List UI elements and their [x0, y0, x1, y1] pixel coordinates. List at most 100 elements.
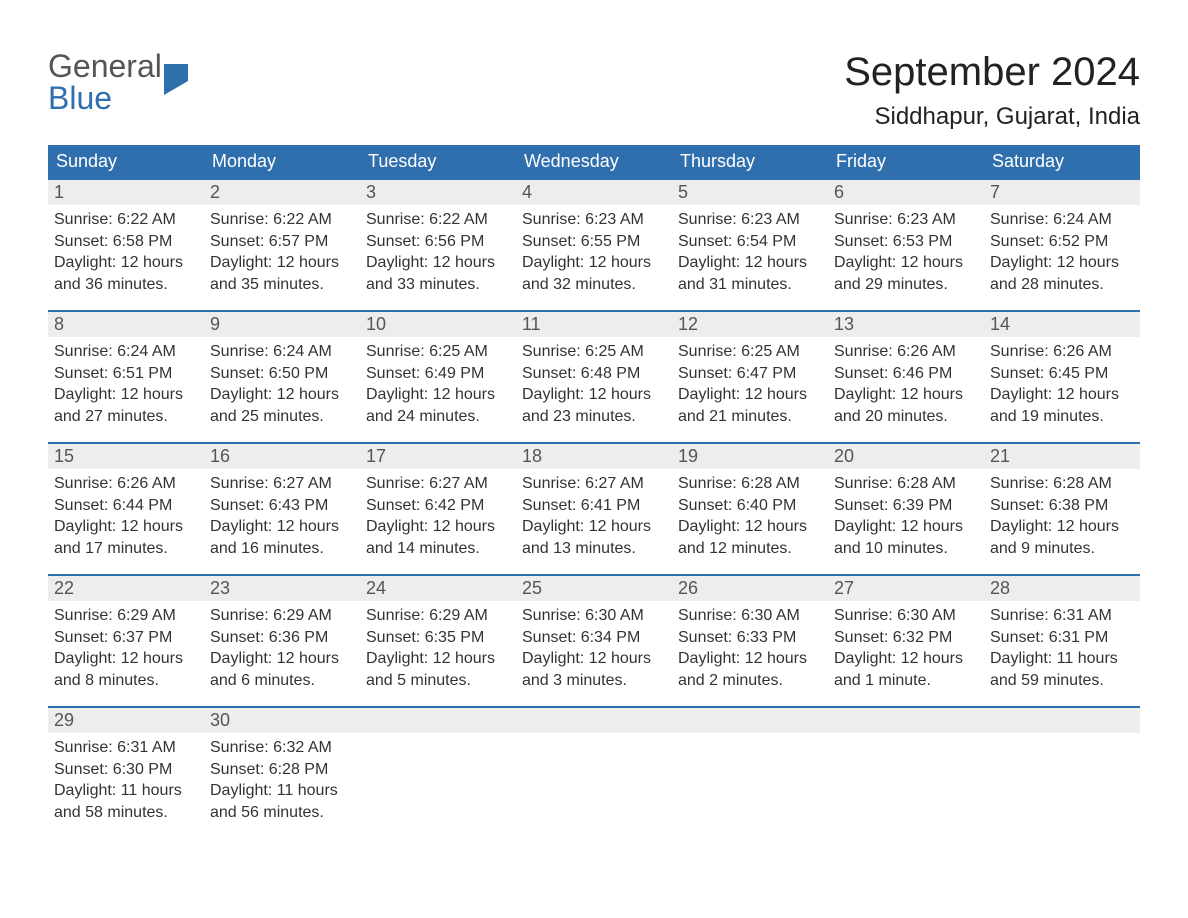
calendar-cell: 25Sunrise: 6:30 AMSunset: 6:34 PMDayligh…	[516, 574, 672, 706]
sunset-line: Sunset: 6:52 PM	[990, 231, 1134, 253]
sunset-line: Sunset: 6:51 PM	[54, 363, 198, 385]
day-data: Sunrise: 6:27 AMSunset: 6:41 PMDaylight:…	[516, 469, 672, 567]
sunset-line: Sunset: 6:34 PM	[522, 627, 666, 649]
sunrise-line: Sunrise: 6:29 AM	[54, 605, 198, 627]
day-data: Sunrise: 6:27 AMSunset: 6:43 PMDaylight:…	[204, 469, 360, 567]
daylight-line: Daylight: 11 hours and 59 minutes.	[990, 648, 1134, 691]
day-number: 27	[828, 574, 984, 601]
calendar-cell	[516, 706, 672, 838]
daylight-line: Daylight: 12 hours and 6 minutes.	[210, 648, 354, 691]
calendar-cell: 1Sunrise: 6:22 AMSunset: 6:58 PMDaylight…	[48, 178, 204, 310]
title-block: September 2024 Siddhapur, Gujarat, India	[844, 50, 1140, 141]
day-number: 9	[204, 310, 360, 337]
day-number: 23	[204, 574, 360, 601]
calendar-cell: 22Sunrise: 6:29 AMSunset: 6:37 PMDayligh…	[48, 574, 204, 706]
logo-text-general: General	[48, 48, 162, 84]
calendar-row: 29Sunrise: 6:31 AMSunset: 6:30 PMDayligh…	[48, 706, 1140, 838]
sunrise-line: Sunrise: 6:26 AM	[54, 473, 198, 495]
sunrise-line: Sunrise: 6:29 AM	[366, 605, 510, 627]
day-data: Sunrise: 6:25 AMSunset: 6:48 PMDaylight:…	[516, 337, 672, 435]
day-number: 30	[204, 706, 360, 733]
sunrise-line: Sunrise: 6:28 AM	[990, 473, 1134, 495]
calendar-row: 8Sunrise: 6:24 AMSunset: 6:51 PMDaylight…	[48, 310, 1140, 442]
calendar-cell	[984, 706, 1140, 838]
day-number: 25	[516, 574, 672, 601]
calendar-cell: 5Sunrise: 6:23 AMSunset: 6:54 PMDaylight…	[672, 178, 828, 310]
weekday-header: Wednesday	[516, 145, 672, 178]
calendar-cell	[360, 706, 516, 838]
sunrise-line: Sunrise: 6:30 AM	[834, 605, 978, 627]
calendar-cell: 3Sunrise: 6:22 AMSunset: 6:56 PMDaylight…	[360, 178, 516, 310]
sunset-line: Sunset: 6:30 PM	[54, 759, 198, 781]
day-data: Sunrise: 6:29 AMSunset: 6:36 PMDaylight:…	[204, 601, 360, 699]
calendar-cell: 9Sunrise: 6:24 AMSunset: 6:50 PMDaylight…	[204, 310, 360, 442]
day-data: Sunrise: 6:22 AMSunset: 6:56 PMDaylight:…	[360, 205, 516, 303]
daylight-line: Daylight: 12 hours and 13 minutes.	[522, 516, 666, 559]
sunrise-line: Sunrise: 6:29 AM	[210, 605, 354, 627]
day-number: 8	[48, 310, 204, 337]
sunrise-line: Sunrise: 6:25 AM	[678, 341, 822, 363]
day-number: 11	[516, 310, 672, 337]
calendar-cell: 17Sunrise: 6:27 AMSunset: 6:42 PMDayligh…	[360, 442, 516, 574]
day-data: Sunrise: 6:24 AMSunset: 6:50 PMDaylight:…	[204, 337, 360, 435]
calendar-cell: 23Sunrise: 6:29 AMSunset: 6:36 PMDayligh…	[204, 574, 360, 706]
calendar-cell	[672, 706, 828, 838]
day-number: 17	[360, 442, 516, 469]
daylight-line: Daylight: 12 hours and 1 minute.	[834, 648, 978, 691]
weekday-header: Thursday	[672, 145, 828, 178]
daylight-line: Daylight: 12 hours and 23 minutes.	[522, 384, 666, 427]
sunset-line: Sunset: 6:43 PM	[210, 495, 354, 517]
day-number: 29	[48, 706, 204, 733]
day-number: 4	[516, 178, 672, 205]
day-number: 12	[672, 310, 828, 337]
sunset-line: Sunset: 6:31 PM	[990, 627, 1134, 649]
day-data: Sunrise: 6:23 AMSunset: 6:55 PMDaylight:…	[516, 205, 672, 303]
calendar-cell: 27 Sunrise: 6:30 AMSunset: 6:32 PMDayligh…	[828, 574, 984, 706]
day-number: 10	[360, 310, 516, 337]
daylight-line: Daylight: 11 hours and 56 minutes.	[210, 780, 354, 823]
sunset-line: Sunset: 6:38 PM	[990, 495, 1134, 517]
calendar-cell	[828, 706, 984, 838]
day-data: Sunrise: 6:27 AMSunset: 6:42 PMDaylight:…	[360, 469, 516, 567]
day-data: Sunrise: 6:28 AMSunset: 6:39 PMDaylight:…	[828, 469, 984, 567]
day-number: 24	[360, 574, 516, 601]
sunset-line: Sunset: 6:36 PM	[210, 627, 354, 649]
sunrise-line: Sunrise: 6:23 AM	[678, 209, 822, 231]
day-number: 28	[984, 574, 1140, 601]
month-title: September 2024	[844, 50, 1140, 95]
day-data: Sunrise: 6:31 AMSunset: 6:31 PMDaylight:…	[984, 601, 1140, 699]
daylight-line: Daylight: 12 hours and 2 minutes.	[678, 648, 822, 691]
calendar-cell: 13Sunrise: 6:26 AMSunset: 6:46 PMDayligh…	[828, 310, 984, 442]
calendar-cell: 24Sunrise: 6:29 AMSunset: 6:35 PMDayligh…	[360, 574, 516, 706]
sunset-line: Sunset: 6:54 PM	[678, 231, 822, 253]
sunrise-line: Sunrise: 6:27 AM	[366, 473, 510, 495]
sunrise-line: Sunrise: 6:26 AM	[834, 341, 978, 363]
daylight-line: Daylight: 12 hours and 29 minutes.	[834, 252, 978, 295]
daylight-line: Daylight: 12 hours and 17 minutes.	[54, 516, 198, 559]
sunrise-line: Sunrise: 6:28 AM	[834, 473, 978, 495]
weekday-header-row: Sunday Monday Tuesday Wednesday Thursday…	[48, 145, 1140, 178]
day-number: 13	[828, 310, 984, 337]
calendar-cell: 7Sunrise: 6:24 AMSunset: 6:52 PMDaylight…	[984, 178, 1140, 310]
day-data: Sunrise: 6:25 AMSunset: 6:49 PMDaylight:…	[360, 337, 516, 435]
sunrise-line: Sunrise: 6:27 AM	[210, 473, 354, 495]
day-number: 2	[204, 178, 360, 205]
daylight-line: Daylight: 12 hours and 12 minutes.	[678, 516, 822, 559]
logo-sail-icon	[164, 64, 188, 95]
day-data: Sunrise: 6:22 AMSunset: 6:58 PMDaylight:…	[48, 205, 204, 303]
sunset-line: Sunset: 6:35 PM	[366, 627, 510, 649]
daylight-line: Daylight: 12 hours and 24 minutes.	[366, 384, 510, 427]
weekday-header: Monday	[204, 145, 360, 178]
calendar-cell: 8Sunrise: 6:24 AMSunset: 6:51 PMDaylight…	[48, 310, 204, 442]
daylight-line: Daylight: 12 hours and 20 minutes.	[834, 384, 978, 427]
calendar-cell: 15Sunrise: 6:26 AMSunset: 6:44 PMDayligh…	[48, 442, 204, 574]
day-number: 1	[48, 178, 204, 205]
daylight-line: Daylight: 12 hours and 28 minutes.	[990, 252, 1134, 295]
calendar-cell: 11Sunrise: 6:25 AMSunset: 6:48 PMDayligh…	[516, 310, 672, 442]
header: General Blue September 2024 Siddhapur, G…	[48, 50, 1140, 141]
sunset-line: Sunset: 6:42 PM	[366, 495, 510, 517]
day-number: 5	[672, 178, 828, 205]
sunset-line: Sunset: 6:32 PM	[834, 627, 978, 649]
location: Siddhapur, Gujarat, India	[844, 103, 1140, 131]
sunrise-line: Sunrise: 6:22 AM	[366, 209, 510, 231]
